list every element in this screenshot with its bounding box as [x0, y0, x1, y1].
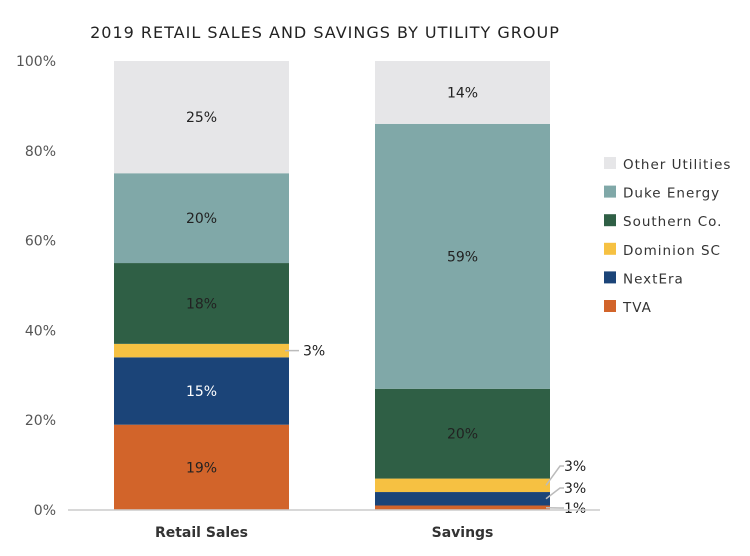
- y-tick-label: 100%: [16, 54, 56, 70]
- legend-swatch: [604, 300, 616, 312]
- legend-label: Dominion SC: [623, 243, 721, 259]
- data-label: 20%: [186, 211, 217, 227]
- bar-segment-southern-co-: [375, 388, 550, 479]
- legend-swatch: [604, 242, 616, 255]
- data-label: 59%: [447, 249, 478, 265]
- y-tick-label: 20%: [25, 413, 56, 429]
- bar-segment-other-utilities: [114, 61, 289, 174]
- legend-swatch: [604, 185, 616, 198]
- bar-segment-tva: [114, 424, 289, 510]
- y-tick-label: 80%: [25, 144, 56, 160]
- data-label: 3%: [303, 344, 325, 360]
- data-label: 20%: [447, 427, 478, 443]
- legend-swatch: [604, 214, 616, 227]
- bar-segment-nextera: [114, 357, 289, 425]
- x-category-label: Retail Sales: [155, 525, 248, 541]
- bar-segment-nextera: [375, 492, 550, 506]
- legend-label: Southern Co.: [623, 214, 722, 230]
- legend-swatch: [604, 157, 616, 169]
- leader-line: [545, 465, 564, 486]
- y-tick-label: 40%: [25, 323, 56, 339]
- data-label: 15%: [186, 384, 217, 400]
- legend-label: Duke Energy: [623, 186, 720, 202]
- bar-segment-duke-energy: [375, 123, 550, 389]
- data-label: 14%: [447, 85, 478, 101]
- y-tick-label: 60%: [25, 234, 56, 250]
- bar-segment-dominion-sc: [375, 478, 550, 493]
- leader-line: [545, 487, 564, 500]
- data-label: 25%: [186, 110, 217, 126]
- data-label: 19%: [186, 460, 217, 476]
- bar-segment-tva: [375, 505, 550, 510]
- data-label: 18%: [186, 296, 217, 312]
- bar-segment-southern-co-: [114, 263, 289, 344]
- legend-label: NextEra: [623, 271, 684, 287]
- legend-label: TVA: [622, 300, 652, 316]
- bar-segment-other-utilities: [375, 61, 550, 124]
- data-label: 1%: [564, 501, 586, 517]
- x-category-label: Savings: [432, 525, 494, 541]
- bar-segment-dominion-sc: [114, 343, 289, 358]
- y-tick-label: 0%: [34, 503, 56, 519]
- data-label: 3%: [564, 481, 586, 497]
- chart-title: 2019 RETAIL SALES AND SAVINGS BY UTILITY…: [90, 23, 560, 42]
- legend-swatch: [604, 271, 616, 284]
- data-label: 3%: [564, 459, 586, 475]
- legend-label: Other Utilities: [623, 157, 731, 173]
- bar-segment-duke-energy: [114, 173, 289, 264]
